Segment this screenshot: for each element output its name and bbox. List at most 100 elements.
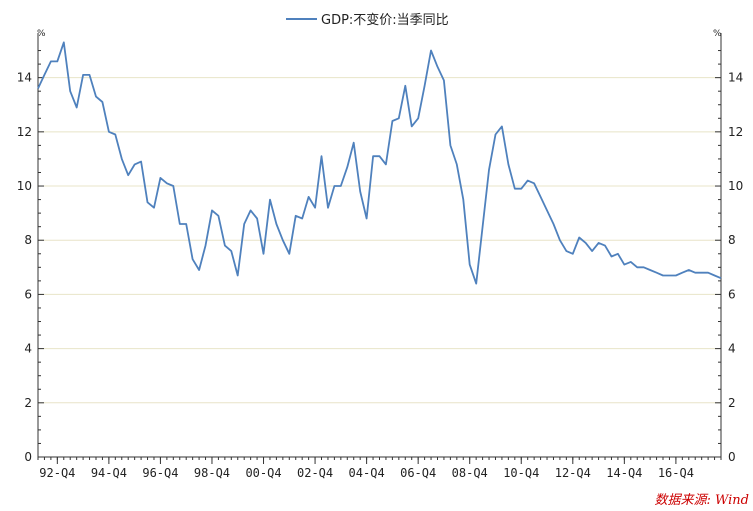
data-point — [372, 155, 374, 157]
left-tick-label: 8 — [24, 233, 32, 247]
data-point — [668, 274, 670, 276]
data-point — [482, 226, 484, 228]
data-point — [121, 158, 123, 160]
x-tick-label: 04-Q4 — [349, 466, 385, 480]
series-layer — [37, 41, 722, 285]
x-tick-label: 92-Q4 — [39, 466, 75, 480]
data-point — [295, 215, 297, 217]
data-point — [507, 163, 509, 165]
data-point — [546, 209, 548, 211]
data-point — [681, 272, 683, 274]
data-point — [185, 223, 187, 225]
left-tick-label: 14 — [17, 71, 32, 85]
x-tick-label: 06-Q4 — [400, 466, 436, 480]
data-point — [179, 223, 181, 225]
data-point — [469, 264, 471, 266]
data-point — [56, 60, 58, 62]
data-point — [269, 199, 271, 201]
data-point — [282, 239, 284, 241]
data-point — [256, 218, 258, 220]
right-tick-label: 14 — [728, 71, 743, 85]
data-point — [263, 253, 265, 255]
data-point — [623, 264, 625, 266]
right-tick-label: 4 — [728, 342, 736, 356]
x-tick-label: 00-Q4 — [245, 466, 281, 480]
data-point — [694, 272, 696, 274]
data-point — [494, 134, 496, 136]
left-axis-unit: % — [37, 29, 46, 39]
left-tick-label: 6 — [24, 287, 32, 301]
left-tick-label: 0 — [24, 450, 32, 464]
data-point — [243, 223, 245, 225]
data-point — [127, 174, 129, 176]
data-point — [604, 245, 606, 247]
legend: GDP:不变价:当季同比 — [286, 12, 449, 28]
data-point — [63, 41, 65, 43]
data-point — [192, 258, 194, 260]
right-tick-label: 6 — [728, 287, 736, 301]
data-point — [288, 253, 290, 255]
source-note: 数据来源: Wind — [655, 493, 750, 508]
right-axis-unit: % — [713, 29, 722, 39]
data-point — [37, 87, 39, 89]
data-point — [308, 196, 310, 198]
data-point — [385, 163, 387, 165]
data-point — [366, 218, 368, 220]
x-tick-label: 16-Q4 — [658, 466, 694, 480]
legend-label: GDP:不变价:当季同比 — [321, 12, 449, 28]
data-point — [649, 269, 651, 271]
data-point — [501, 125, 503, 127]
data-point — [475, 283, 477, 285]
right-tick-label: 2 — [728, 396, 736, 410]
data-point — [675, 274, 677, 276]
data-point — [552, 223, 554, 225]
x-tick-label: 98-Q4 — [194, 466, 230, 480]
data-point — [217, 215, 219, 217]
data-point — [559, 239, 561, 241]
data-point — [585, 242, 587, 244]
data-point — [449, 144, 451, 146]
right-tick-label: 12 — [728, 125, 743, 139]
data-point — [540, 196, 542, 198]
data-point — [140, 161, 142, 163]
left-tick-label: 12 — [17, 125, 32, 139]
data-point — [379, 155, 381, 157]
data-point — [76, 106, 78, 108]
data-point — [205, 245, 207, 247]
data-point — [275, 223, 277, 225]
data-point — [417, 117, 419, 119]
data-point — [656, 272, 658, 274]
data-point — [630, 261, 632, 263]
data-point — [462, 199, 464, 201]
data-point — [147, 201, 149, 203]
data-point — [533, 182, 535, 184]
data-point — [353, 142, 355, 144]
data-point — [333, 185, 335, 187]
data-point — [662, 274, 664, 276]
left-tick-label: 10 — [17, 179, 32, 193]
data-point — [578, 237, 580, 239]
data-point — [198, 269, 200, 271]
data-point — [514, 188, 516, 190]
data-point — [591, 250, 593, 252]
data-point — [172, 185, 174, 187]
data-point — [636, 266, 638, 268]
data-point — [101, 101, 103, 103]
data-point — [250, 209, 252, 211]
data-point — [404, 85, 406, 87]
data-point — [643, 266, 645, 268]
data-point — [321, 155, 323, 157]
data-point — [237, 274, 239, 276]
data-point — [720, 277, 722, 279]
data-point — [398, 117, 400, 119]
data-point — [166, 182, 168, 184]
data-point — [314, 207, 316, 209]
series-line-gdp — [37, 41, 722, 285]
axes: 0 0 2 2 4 4 6 6 8 8 10 10 12 12 14 14 92-Q4 94-Q4 96-Q4 98-… — [17, 33, 743, 480]
data-point — [572, 253, 574, 255]
data-point — [391, 120, 393, 122]
data-point — [707, 272, 709, 274]
data-point — [69, 90, 71, 92]
right-tick-label: 0 — [728, 450, 736, 464]
